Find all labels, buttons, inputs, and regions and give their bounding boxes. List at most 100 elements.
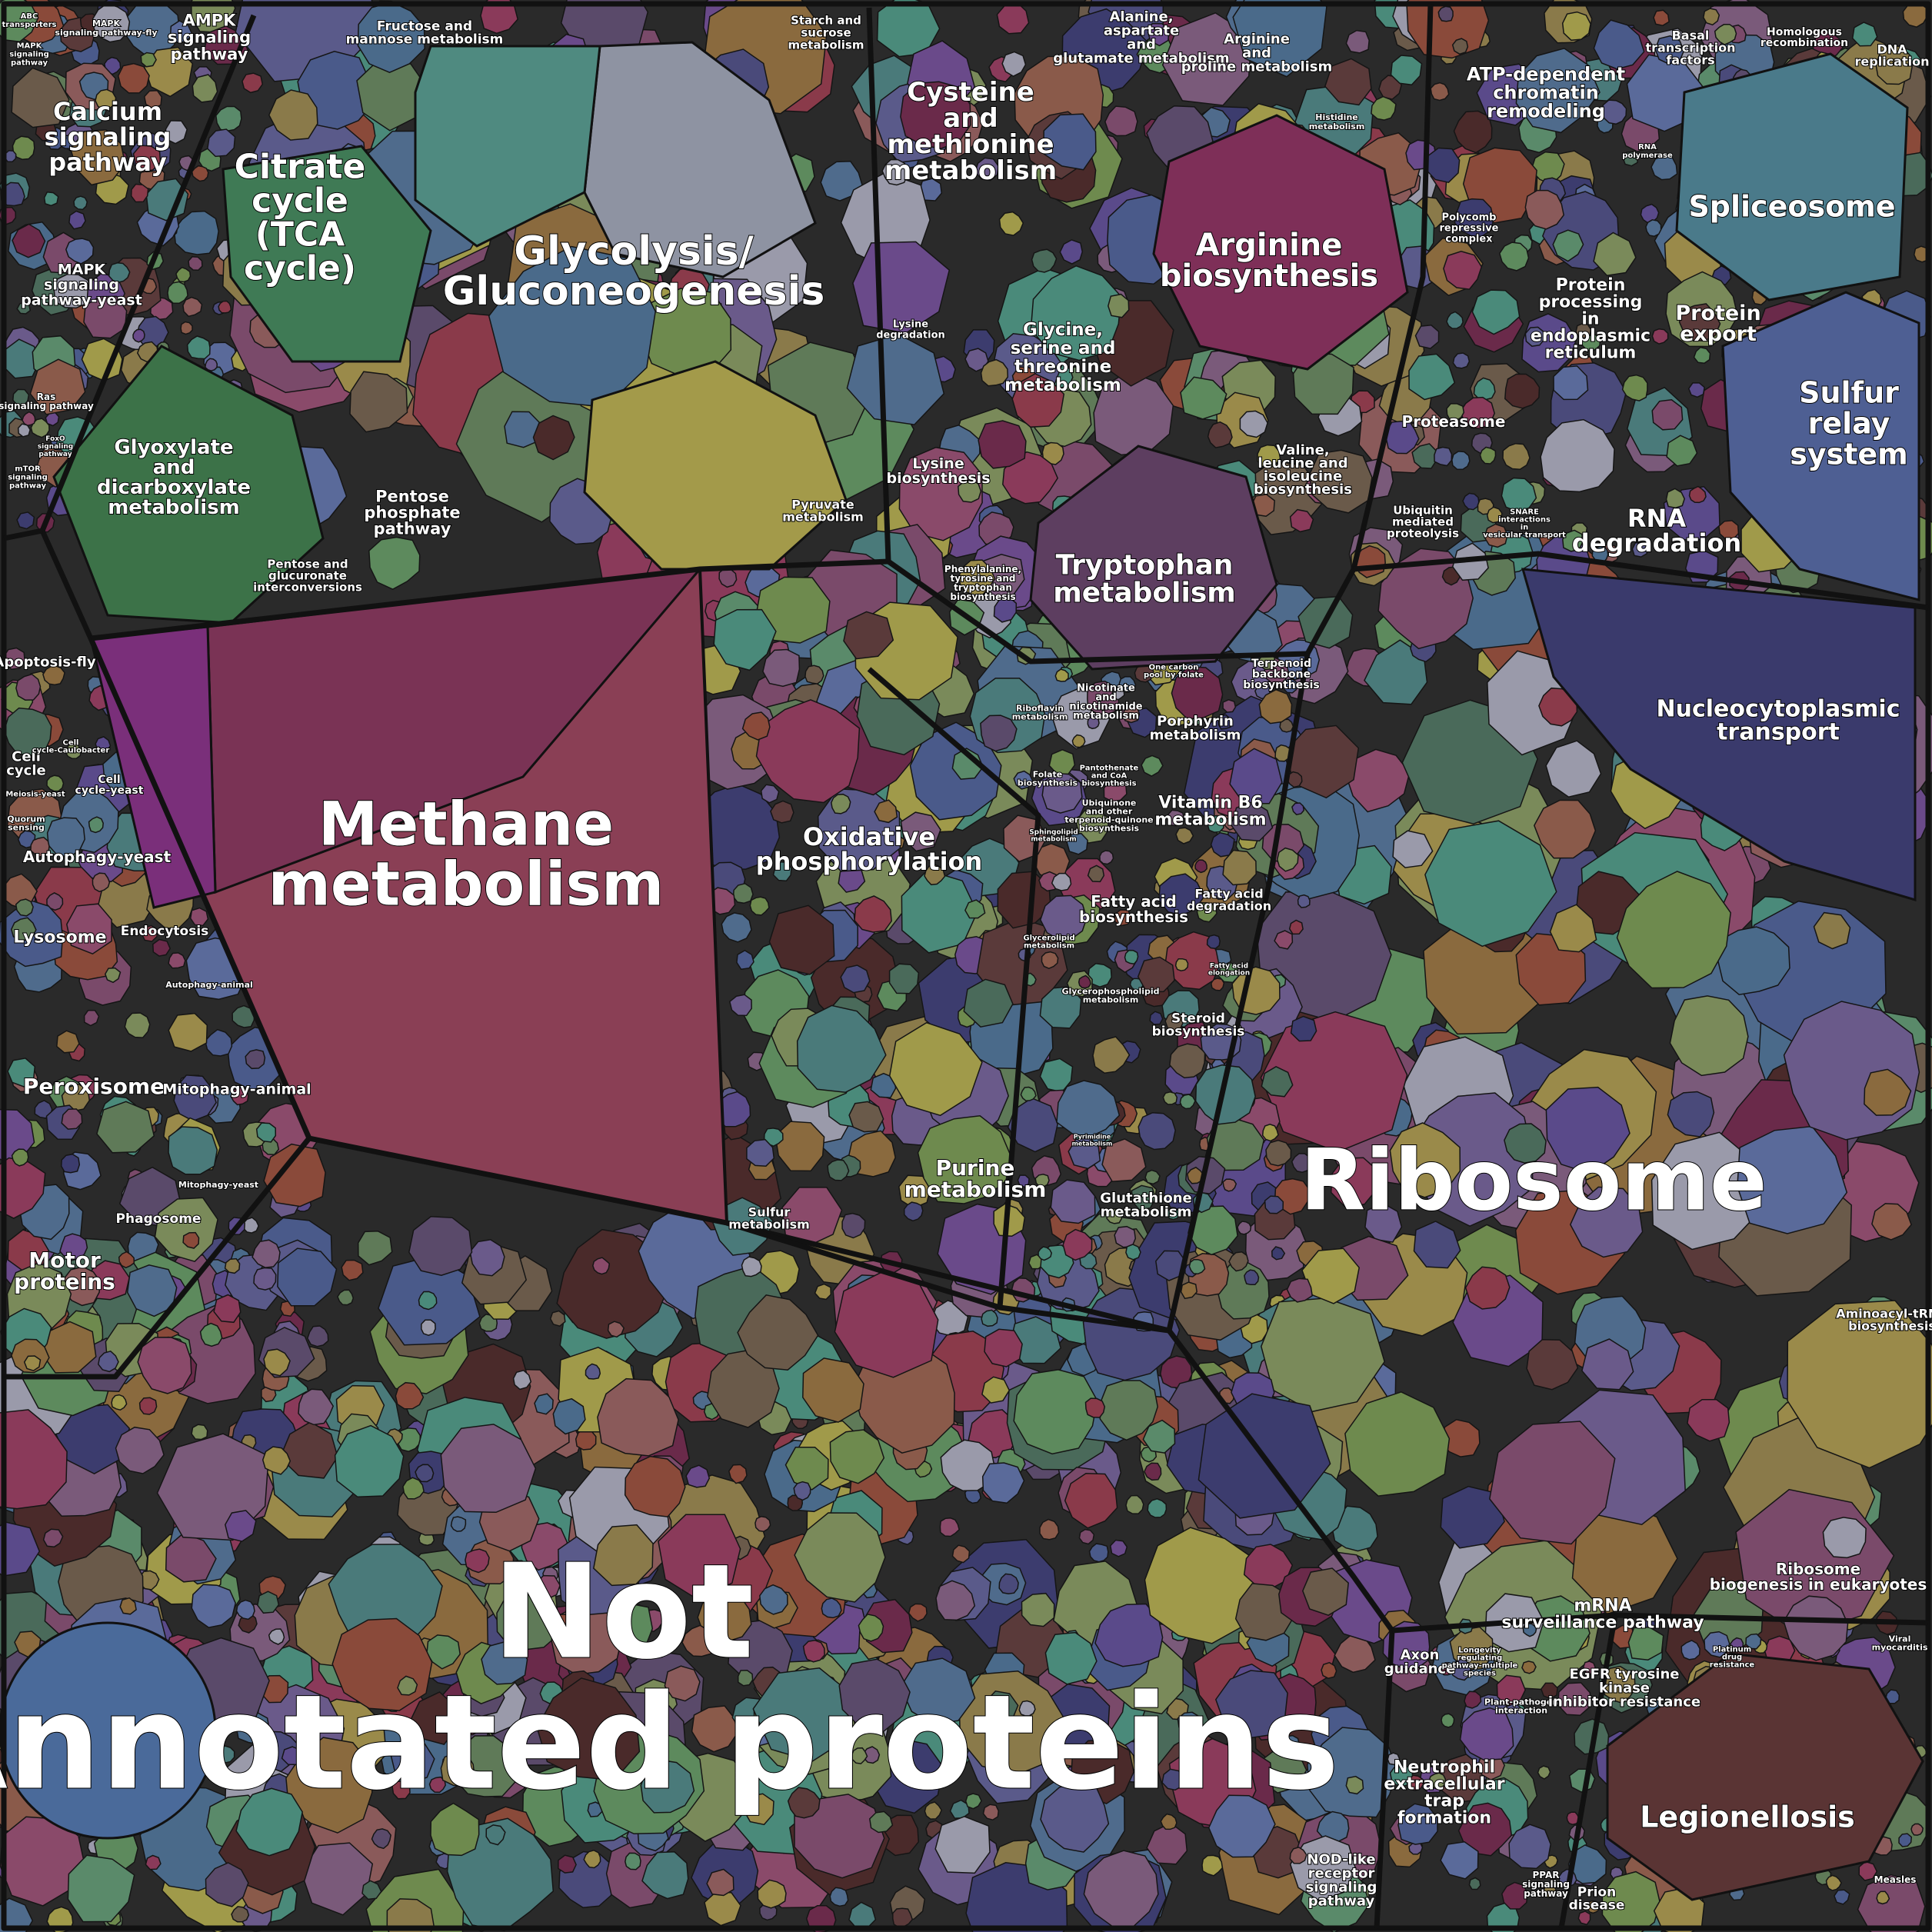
mosaic-cell — [1174, 958, 1189, 971]
mosaic-cell — [1387, 1752, 1401, 1766]
mosaic-cell — [341, 1259, 364, 1281]
mosaic-cell — [1665, 488, 1686, 509]
label-glycine: Glycine, serine and threonine metabolism — [1004, 320, 1121, 395]
mosaic-cell — [1406, 1774, 1424, 1791]
mosaic-cell — [1616, 871, 1731, 989]
mosaic-cell — [1171, 666, 1224, 720]
mosaic-cell — [1039, 1518, 1060, 1541]
cell-glyoxylate[interactable] — [52, 345, 325, 625]
mosaic-cell — [1787, 1300, 1932, 1469]
cell-glycolysis-b[interactable] — [583, 360, 848, 571]
mosaic-cell — [1392, 830, 1434, 868]
mosaic-cell — [984, 1328, 1023, 1367]
cell-glycolysis-c[interactable] — [414, 45, 601, 248]
mosaic-cell — [908, 1603, 928, 1622]
label-fructose: Fructose and mannose metabolism — [346, 19, 504, 48]
mosaic-cell — [1430, 82, 1450, 102]
label-oxidative: Oxidative phosphorylation — [756, 822, 983, 876]
mosaic-cell — [796, 1004, 887, 1093]
cell-spliceosome[interactable] — [1675, 52, 1909, 301]
cell-sulfur-relay[interactable] — [1721, 291, 1920, 601]
label-sulfur-met: Sulfur metabolism — [728, 1205, 810, 1232]
mosaic-cell — [7, 1058, 36, 1088]
mosaic-cell — [1158, 873, 1205, 916]
label-mapk-fly: MAPK signaling pathway-fly — [55, 18, 157, 38]
mosaic-cell — [583, 1850, 601, 1869]
mosaic-cell — [154, 1197, 218, 1263]
mosaic-cell — [794, 1512, 886, 1603]
mosaic-cell — [737, 1294, 819, 1371]
mosaic-cell — [29, 358, 86, 415]
mosaic-cell — [597, 1377, 679, 1457]
mosaic-cell — [741, 1256, 762, 1277]
mosaic-cell — [1131, 1184, 1157, 1211]
mosaic-cell — [1464, 1690, 1482, 1709]
mosaic-cell — [65, 238, 95, 265]
mosaic-cell — [755, 699, 861, 804]
label-apoptosis-fly: Apoptosis-fly — [0, 654, 96, 670]
cell-citrate-cycle[interactable] — [222, 145, 432, 363]
mosaic-cell — [1542, 1884, 1557, 1899]
mosaic-cell — [982, 1804, 1000, 1821]
mosaic-cell — [1257, 444, 1281, 469]
label-egfr: EGFR tyrosine kinase inhibitor resistance — [1548, 1666, 1700, 1710]
mosaic-cell — [1088, 1543, 1109, 1563]
label-ras: Ras signaling pathway — [0, 391, 94, 411]
mosaic-cell — [1876, 1890, 1890, 1905]
mosaic-cell — [1464, 1266, 1511, 1310]
mosaic-cell — [552, 1614, 575, 1634]
mosaic-cell — [996, 2, 1030, 35]
mosaic-cell — [1581, 1338, 1634, 1391]
mosaic-cell — [1160, 1813, 1178, 1830]
cell-arginine-biosynthesis[interactable] — [1152, 114, 1409, 371]
mosaic-cell — [42, 665, 65, 686]
label-mapk-yeast: MAPK signaling pathway-yeast — [21, 261, 142, 309]
mosaic-cell — [1703, 8, 1720, 26]
mosaic-cell — [1059, 239, 1084, 265]
mosaic-cell — [1530, 151, 1565, 185]
mosaic-cell — [1179, 1094, 1196, 1110]
mosaic-cell — [711, 1618, 728, 1636]
mosaic-cell — [1540, 1682, 1558, 1700]
mosaic-cell — [903, 1201, 924, 1222]
mosaic-cell — [713, 608, 777, 671]
mosaic-cell — [1044, 1631, 1098, 1685]
mosaic-cell — [1239, 410, 1268, 438]
mosaic-cell — [204, 358, 218, 371]
mosaic-cell — [1601, 1870, 1661, 1932]
mosaic-cell — [1040, 1782, 1110, 1853]
cell-tryptophan[interactable] — [1029, 445, 1278, 671]
mosaic-cell — [924, 1801, 943, 1820]
mosaic-cell — [1344, 1391, 1451, 1497]
label-foxo: FoxO signaling pathway — [38, 435, 73, 458]
mosaic-cell — [888, 963, 920, 994]
mosaic-cell — [607, 1321, 625, 1338]
label-glycerolipid: Glycerolipid metabolism — [1023, 934, 1074, 951]
mosaic-cell — [152, 938, 172, 957]
mosaic-cell — [41, 1321, 97, 1374]
mosaic-cell — [1468, 1877, 1481, 1890]
mosaic-cell — [298, 1388, 335, 1426]
mosaic-cell — [1017, 1174, 1030, 1188]
mosaic-cell — [1434, 446, 1453, 467]
mosaic-cell — [1290, 1015, 1317, 1042]
mosaic-cell — [235, 1787, 303, 1857]
mosaic-cell — [1276, 847, 1299, 872]
mosaic-cell — [1271, 1246, 1286, 1261]
label-pyruvate: Pyruvate metabolism — [782, 498, 864, 525]
mosaic-cell — [17, 830, 36, 849]
mosaic-cell — [59, 1233, 88, 1261]
mosaic-cell — [1169, 1043, 1206, 1079]
mosaic-cell — [224, 1257, 241, 1274]
mosaic-cell — [1180, 376, 1227, 420]
mosaic-cell — [640, 1759, 695, 1814]
mosaic-cell — [255, 1122, 277, 1143]
cell-glycolysis-a[interactable] — [583, 41, 817, 278]
mosaic-cell — [762, 648, 801, 688]
mosaic-cell — [1345, 748, 1411, 813]
mosaic-cell — [357, 1231, 393, 1266]
mosaic-cell — [199, 1322, 223, 1347]
cell-legionellosis[interactable] — [1606, 1652, 1924, 1901]
mosaic-cell — [1533, 799, 1597, 859]
mosaic-cell — [757, 1879, 787, 1909]
